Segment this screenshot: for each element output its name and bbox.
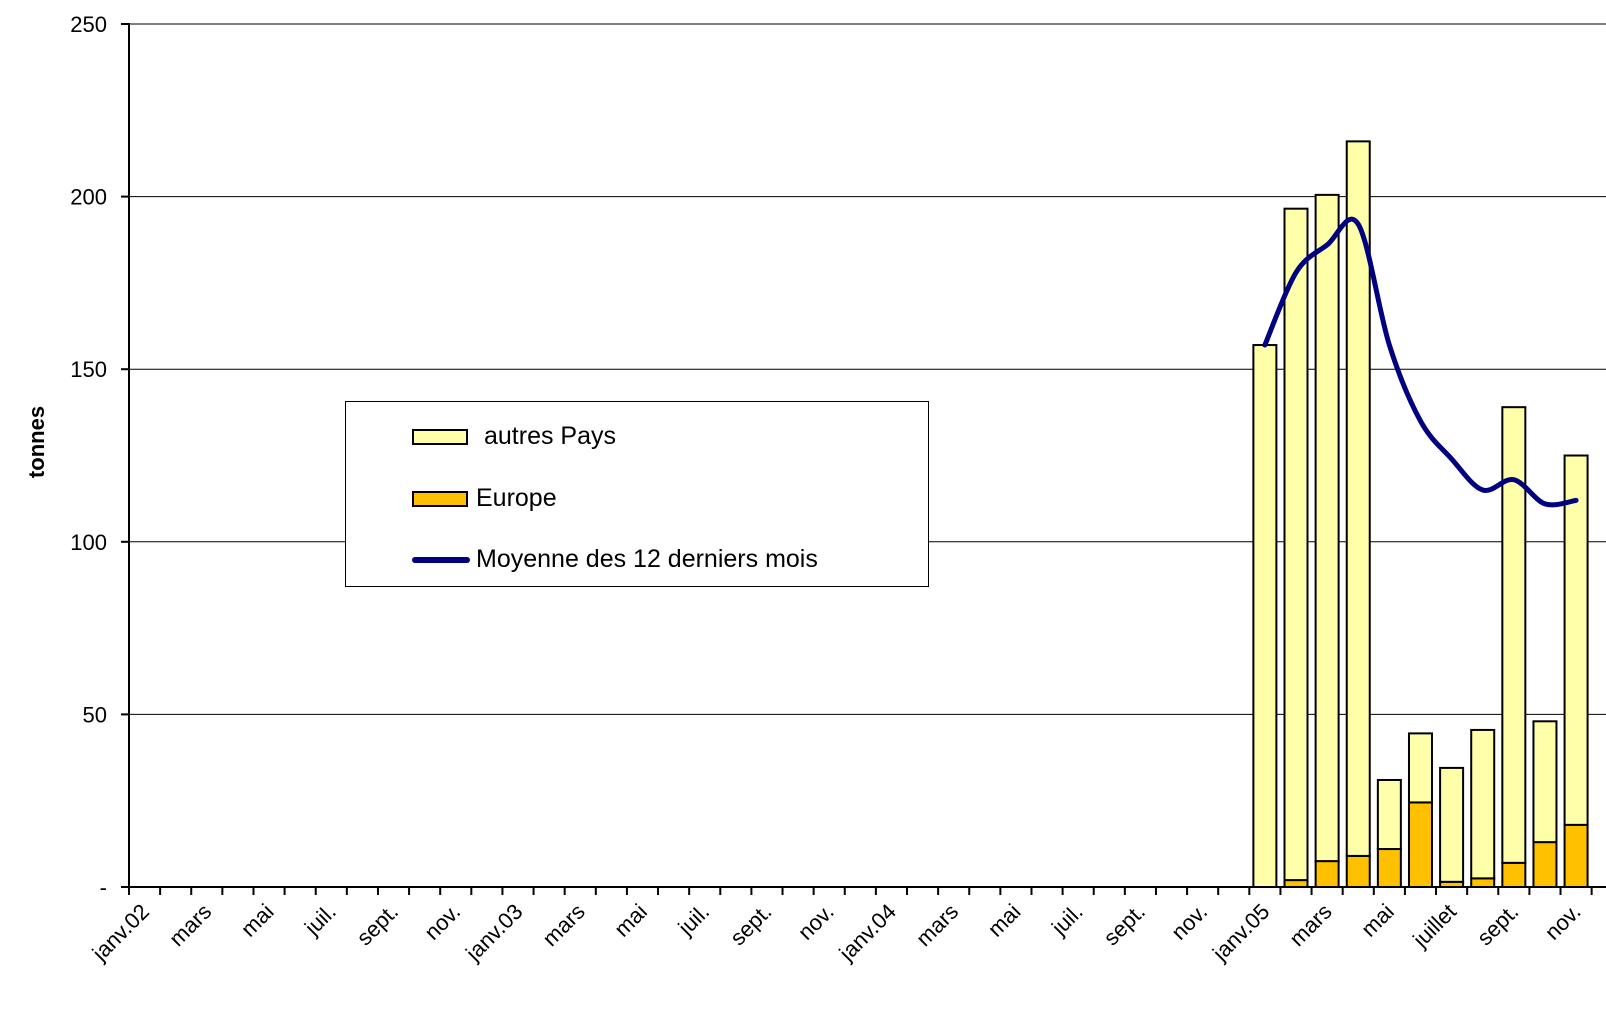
x-tick-label: janv.02: [87, 899, 154, 966]
bar-autres-pays: [1532, 720, 1558, 844]
legend-item-europe: Europe: [412, 484, 557, 513]
line-moyenne: [1262, 216, 1579, 508]
bar-autres-pays: [1252, 344, 1278, 888]
x-tick-label: nov.: [1166, 899, 1212, 945]
bar-europe: [1314, 860, 1340, 888]
bars: [1252, 140, 1589, 889]
bar-autres-pays: [1501, 406, 1527, 864]
bar-autres-pays: [1407, 732, 1433, 804]
bar-europe: [1376, 848, 1402, 889]
y-tick-label: 50: [83, 702, 107, 727]
legend-item-moyenne: Moyenne des 12 derniers mois: [412, 545, 818, 574]
legend-label-europe: Europe: [476, 484, 557, 512]
x-tick-label: juillet: [1407, 899, 1461, 953]
y-tick-label: 250: [70, 12, 107, 37]
bar-autres-pays: [1345, 140, 1371, 857]
x-tick-label: janv.04: [834, 899, 901, 966]
y-tick-label: 100: [70, 530, 107, 555]
legend-label-moyenne: Moyenne des 12 derniers mois: [476, 545, 818, 573]
bar-europe: [1470, 877, 1496, 888]
bar-europe: [1283, 879, 1309, 889]
gridlines: [129, 23, 1606, 715]
x-tick-label: mars: [1284, 899, 1336, 951]
y-tick-label: -: [100, 875, 107, 900]
moving-average-line: [1262, 216, 1579, 508]
bar-europe: [1345, 854, 1371, 889]
x-tick-label: sept.: [352, 899, 403, 950]
legend-label-autres-pays: autres Pays: [484, 422, 617, 450]
x-tick-label: mai: [609, 899, 652, 942]
bar-autres-pays: [1563, 454, 1589, 826]
x-tick-label: janv.05: [1207, 899, 1274, 966]
x-tick-label: juil.: [299, 899, 341, 941]
x-tick-label: sept.: [1472, 899, 1523, 950]
x-tick-label: nov.: [793, 899, 839, 945]
x-tick-label: sept.: [725, 899, 776, 950]
bar-europe: [1563, 823, 1589, 889]
bar-autres-pays: [1439, 766, 1465, 883]
x-tick-label: sept.: [1099, 899, 1150, 950]
legend-item-autres-pays: autres Pays: [412, 422, 616, 451]
bar-europe: [1532, 841, 1558, 889]
legend-swatch-autres-pays: [412, 428, 468, 445]
x-tick-label: mai: [983, 899, 1026, 942]
x-tick-label: mars: [538, 899, 590, 951]
x-tick-label: nov.: [1540, 899, 1586, 945]
x-tick-label: mars: [164, 899, 216, 951]
x-tick-label: mars: [911, 899, 963, 951]
bar-autres-pays: [1314, 193, 1340, 863]
legend-swatch-moyenne: [412, 556, 470, 563]
legend-swatch-europe: [412, 490, 468, 507]
bar-europe: [1407, 801, 1433, 889]
legend: autres Pays Europe Moyenne des 12 dernie…: [345, 401, 929, 587]
x-tick-label: juil.: [673, 899, 715, 941]
y-axis-label: tonnes: [24, 406, 49, 478]
x-tick-label: mai: [236, 899, 279, 942]
x-tick-label: mai: [1356, 899, 1399, 942]
bar-autres-pays: [1283, 207, 1309, 882]
x-tick-label: janv.03: [460, 899, 527, 966]
y-tick-label: 150: [70, 357, 107, 382]
y-tick-label: 200: [70, 185, 107, 210]
bar-autres-pays: [1376, 778, 1402, 851]
x-tick-label: nov.: [419, 899, 465, 945]
bar-autres-pays: [1470, 728, 1496, 880]
x-tick-label: juil.: [1046, 899, 1088, 941]
bar-europe: [1501, 861, 1527, 888]
